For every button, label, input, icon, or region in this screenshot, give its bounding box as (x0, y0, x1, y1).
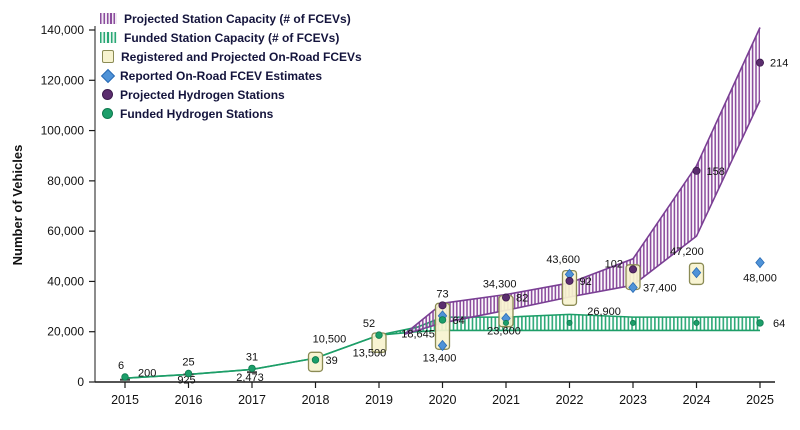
annotation-label: 10,500 (313, 333, 347, 345)
y-tick-label: 140,000 (41, 23, 85, 37)
data-label: 925 (177, 374, 195, 386)
funded-station-dot (375, 331, 383, 339)
data-label: 200 (138, 368, 156, 380)
data-label: 23,600 (487, 325, 521, 337)
data-label: 64 (773, 318, 785, 330)
data-label: 102 (605, 258, 623, 270)
funded-capacity-swatch-icon (100, 32, 117, 43)
funded-station-dot (311, 356, 320, 364)
x-tick-label: 2016 (175, 393, 203, 407)
fcev-range-box-icon (102, 50, 114, 63)
x-tick-label: 2021 (492, 393, 520, 407)
legend-label: Projected Hydrogen Stations (120, 87, 285, 102)
legend-item-projected-capacity: Projected Station Capacity (# of FCEVs) (100, 11, 362, 26)
legend-item-reported-estimates: Reported On-Road FCEV Estimates (100, 68, 362, 83)
data-label: 92 (580, 276, 592, 288)
annotation-label: 47,200 (670, 246, 704, 258)
projected-station-dot (501, 293, 510, 302)
projected-station-dot (565, 276, 574, 285)
annotation-label: 26,900 (587, 306, 621, 318)
funded-station-dot (756, 319, 764, 327)
legend: Projected Station Capacity (# of FCEVs) … (100, 11, 362, 121)
x-tick-label: 2018 (302, 393, 330, 407)
x-tick-label: 2020 (429, 393, 457, 407)
legend-item-projected-stations: Projected Hydrogen Stations (100, 87, 362, 102)
projected-station-dot (756, 58, 765, 67)
data-label: 158 (707, 166, 725, 178)
reported-fcev-diamond (628, 281, 638, 294)
x-tick-label: 2024 (683, 393, 711, 407)
funded-station-dot (630, 319, 637, 326)
y-tick-label: 20,000 (47, 325, 84, 339)
data-label: 214 (770, 58, 788, 70)
data-label: 48,000 (743, 273, 777, 285)
y-tick-label: 60,000 (47, 224, 84, 238)
x-tick-label: 2025 (746, 393, 774, 407)
legend-label: Funded Hydrogen Stations (120, 106, 274, 121)
projected-capacity-swatch-icon (100, 13, 117, 24)
x-tick-label: 2019 (365, 393, 393, 407)
reported-fcev-diamond (437, 339, 448, 352)
data-label: 82 (516, 293, 528, 305)
reported-fcev-diamond (691, 267, 702, 279)
data-label: 2,473 (236, 372, 264, 384)
funded-capacity-band-bottom-edge (124, 329, 760, 380)
projected-capacity-band (404, 27, 760, 335)
data-label: 73 (436, 288, 448, 300)
x-tick-label: 2022 (556, 393, 584, 407)
funded-station-dot (184, 369, 193, 378)
projected-capacity-band-bottom-edge (404, 100, 761, 335)
data-label: 37,400 (643, 282, 677, 294)
x-tick-label: 2023 (619, 393, 647, 407)
legend-item-funded-stations: Funded Hydrogen Stations (100, 106, 362, 121)
y-tick-label: 40,000 (47, 274, 84, 288)
funded-station-dot (438, 316, 447, 324)
y-tick-label: 80,000 (47, 174, 84, 188)
funded-station-dot (502, 319, 509, 326)
data-label: 39 (326, 355, 338, 367)
projected-station-dot (438, 301, 447, 310)
projected-station-dot-icon (102, 89, 113, 100)
x-tick-label: 2017 (238, 393, 266, 407)
data-label: 64 (453, 315, 465, 327)
annotation-label: 18,645 (401, 329, 435, 341)
legend-label: Reported On-Road FCEV Estimates (120, 68, 323, 83)
funded-station-dot (693, 319, 700, 326)
data-label: 52 (363, 318, 375, 330)
reported-estimate-diamond-icon (100, 68, 116, 83)
data-label: 25 (182, 356, 194, 368)
funded-station-dot (121, 373, 129, 381)
annotation-label: 43,600 (546, 254, 580, 266)
legend-label: Funded Station Capacity (# of FCEVs) (124, 30, 340, 45)
data-label: 6 (118, 360, 124, 372)
annotation-label: 13,500 (353, 347, 387, 359)
data-label: 13,400 (423, 353, 457, 365)
legend-item-registered-fcevs: Registered and Projected On-Road FCEVs (100, 49, 362, 64)
x-tick-label: 2015 (111, 393, 139, 407)
funded-station-dot (248, 364, 256, 373)
funded-station-dot-icon (102, 108, 113, 119)
funded-station-dot (566, 319, 573, 326)
y-tick-label: 100,000 (41, 124, 85, 138)
projected-station-dot (692, 166, 701, 175)
legend-label: Projected Station Capacity (# of FCEVs) (124, 11, 351, 26)
legend-label: Registered and Projected On-Road FCEVs (121, 49, 362, 64)
y-axis-title: Number of Vehicles (10, 145, 25, 266)
legend-item-funded-capacity: Funded Station Capacity (# of FCEVs) (100, 30, 362, 45)
y-tick-label: 120,000 (41, 73, 85, 87)
annotation-label: 34,300 (483, 278, 517, 290)
projected-station-dot (629, 265, 638, 274)
data-label: 31 (246, 351, 258, 363)
reported-fcev-diamond (755, 256, 765, 269)
y-tick-label: 0 (77, 375, 84, 389)
